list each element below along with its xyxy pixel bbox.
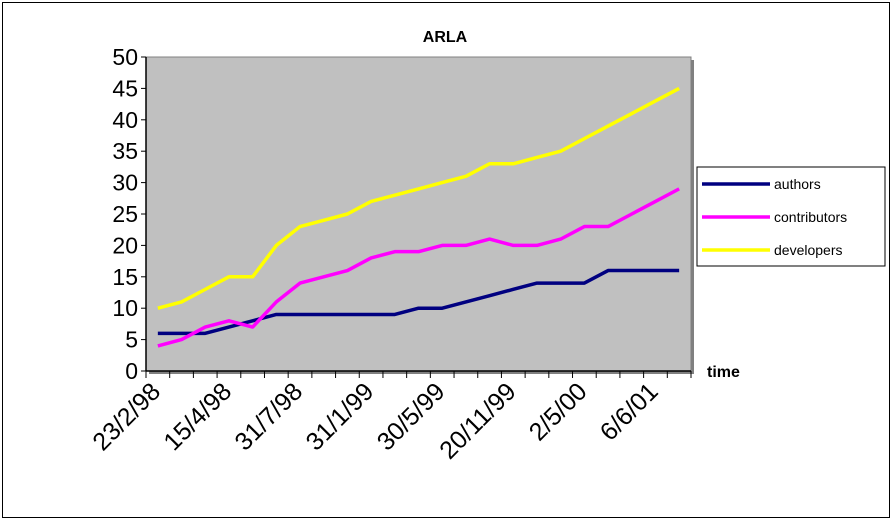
x-tick-label: 23/2/98 (87, 377, 166, 456)
y-tick-label: 50 (112, 44, 138, 70)
plot-area (145, 56, 692, 372)
x-tick-label: 20/11/99 (434, 377, 521, 464)
x-tick-label: 6/6/01 (595, 377, 664, 446)
y-tick-label: 20 (112, 232, 138, 258)
chart-title: ARLA (423, 29, 468, 46)
legend-label-authors: authors (774, 176, 821, 192)
y-tick-label: 5 (125, 327, 138, 353)
y-tick-label: 15 (112, 264, 138, 290)
x-tick-label: 15/4/98 (158, 377, 237, 456)
x-axis-label: time (707, 364, 740, 381)
y-tick-label: 35 (112, 138, 138, 164)
y-tick-label: 40 (112, 107, 138, 133)
legend-label-contributors: contributors (774, 209, 847, 225)
x-tick-label: 2/5/00 (524, 377, 593, 446)
y-tick-label: 30 (112, 170, 138, 196)
series-line-contributors (157, 187, 680, 348)
y-tick-label: 25 (112, 201, 138, 227)
y-tick-label: 0 (125, 358, 138, 384)
series-line-developers (157, 86, 680, 310)
x-tick-label: 31/7/98 (229, 377, 308, 456)
y-tick-label: 10 (112, 295, 138, 321)
x-tick-label: 31/1/99 (301, 377, 380, 456)
y-tick-label: 45 (112, 75, 138, 101)
series-line-authors (157, 268, 680, 336)
legend-label-developers: developers (774, 242, 843, 258)
